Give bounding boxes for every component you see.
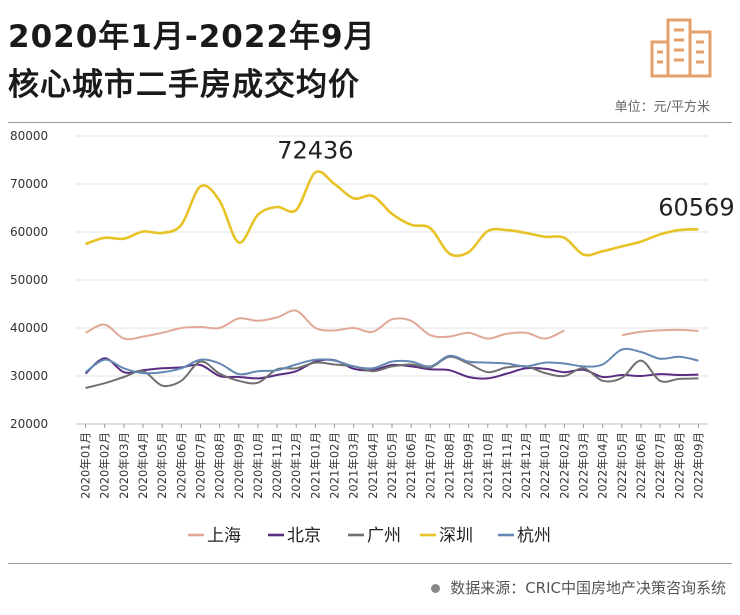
x-tick-label: 2020年06月 bbox=[174, 432, 188, 499]
x-tick-label: 2021年04月 bbox=[366, 432, 380, 499]
x-tick-label: 2021年08月 bbox=[442, 432, 456, 499]
series-深圳 bbox=[85, 170, 699, 258]
legend-label-杭州: 杭州 bbox=[517, 526, 551, 546]
legend: 上海 北京 广州 深圳 杭州 bbox=[188, 526, 551, 546]
x-tick-label: 2022年06月 bbox=[634, 432, 648, 499]
x-tick-label: 2020年09月 bbox=[232, 432, 246, 499]
x-tick-label: 2020年07月 bbox=[193, 432, 207, 499]
series-line-上海 bbox=[85, 309, 565, 341]
chart-title-line1: 2020年1月-2022年9月 bbox=[8, 19, 376, 55]
y-tick-label: 70000 bbox=[10, 177, 48, 191]
y-tick-label: 50000 bbox=[10, 273, 48, 287]
legend-label-深圳: 深圳 bbox=[439, 526, 473, 546]
series-杭州 bbox=[85, 347, 699, 376]
series-lines bbox=[84, 170, 699, 389]
unit-label: 单位：元/平方米 bbox=[614, 100, 710, 115]
series-line-广州 bbox=[85, 355, 699, 389]
x-tick-label: 2021年07月 bbox=[423, 432, 437, 499]
x-tick-label: 2021年10月 bbox=[481, 432, 495, 499]
footer-divider bbox=[8, 563, 732, 564]
x-tick-label: 2021年01月 bbox=[308, 432, 322, 499]
x-tick-label: 2021年05月 bbox=[385, 432, 399, 499]
series-上海 bbox=[85, 309, 699, 341]
x-tick-label: 2020年03月 bbox=[117, 432, 131, 499]
x-tick-label: 2022年03月 bbox=[577, 432, 591, 499]
y-axis: 80000 70000 60000 50000 40000 30000 20000 bbox=[10, 129, 48, 431]
x-tick-label: 2022年02月 bbox=[557, 432, 571, 499]
x-tick-label: 2022年05月 bbox=[615, 432, 629, 499]
x-tick-label: 2020年02月 bbox=[98, 432, 112, 499]
y-tick-label: 20000 bbox=[10, 417, 48, 431]
legend-label-广州: 广州 bbox=[367, 526, 401, 546]
data-label-72436: 72436 bbox=[277, 136, 353, 164]
x-tick-label: 2020年11月 bbox=[270, 432, 284, 499]
x-axis: 2020年01月 2020年02月 2020年03月 2020年04月 2020年05月… bbox=[79, 424, 705, 499]
y-tick-label: 60000 bbox=[10, 225, 48, 239]
x-tick-label: 2021年12月 bbox=[519, 432, 533, 499]
buildings-icon bbox=[650, 18, 712, 78]
x-tick-label: 2020年05月 bbox=[155, 432, 169, 499]
x-tick-label: 2021年09月 bbox=[462, 432, 476, 499]
x-tick-label: 2021年06月 bbox=[404, 432, 418, 499]
x-tick-label: 2021年02月 bbox=[328, 432, 342, 499]
x-tick-label: 2020年08月 bbox=[213, 432, 227, 499]
source-dot bbox=[431, 584, 441, 593]
series-line-上海 bbox=[621, 328, 699, 337]
header-divider bbox=[8, 122, 732, 123]
x-tick-label: 2022年07月 bbox=[653, 432, 667, 499]
series-line-深圳 bbox=[85, 170, 699, 258]
data-label-60569: 60569 bbox=[658, 193, 734, 221]
x-tick-label: 2020年04月 bbox=[136, 432, 150, 499]
x-tick-label: 2022年09月 bbox=[691, 432, 705, 499]
x-tick-label: 2020年10月 bbox=[251, 432, 265, 499]
series-line-杭州 bbox=[85, 347, 699, 376]
y-tick-label: 30000 bbox=[10, 369, 48, 383]
x-tick-label: 2022年01月 bbox=[538, 432, 552, 499]
x-tick-label: 2020年12月 bbox=[289, 432, 303, 499]
x-tick-label: 2021年11月 bbox=[500, 432, 514, 499]
legend-label-上海: 上海 bbox=[207, 526, 241, 546]
y-tick-label: 80000 bbox=[10, 129, 48, 143]
x-tick-label: 2022年04月 bbox=[596, 432, 610, 499]
chart-title-line2: 核心城市二手房成交均价 bbox=[8, 67, 360, 103]
y-tick-label: 40000 bbox=[10, 321, 48, 335]
x-tick-label: 2022年08月 bbox=[672, 432, 686, 499]
source-text: 数据来源：CRIC中国房地产决策咨询系统 bbox=[450, 579, 726, 597]
legend-label-北京: 北京 bbox=[287, 526, 321, 546]
series-广州 bbox=[85, 355, 699, 389]
annotations: 72436 60569 bbox=[277, 136, 734, 221]
x-tick-label: 2020年01月 bbox=[79, 432, 93, 499]
source-note: 数据来源：CRIC中国房地产决策咨询系统 bbox=[431, 577, 726, 598]
x-tick-label: 2021年03月 bbox=[347, 432, 361, 499]
